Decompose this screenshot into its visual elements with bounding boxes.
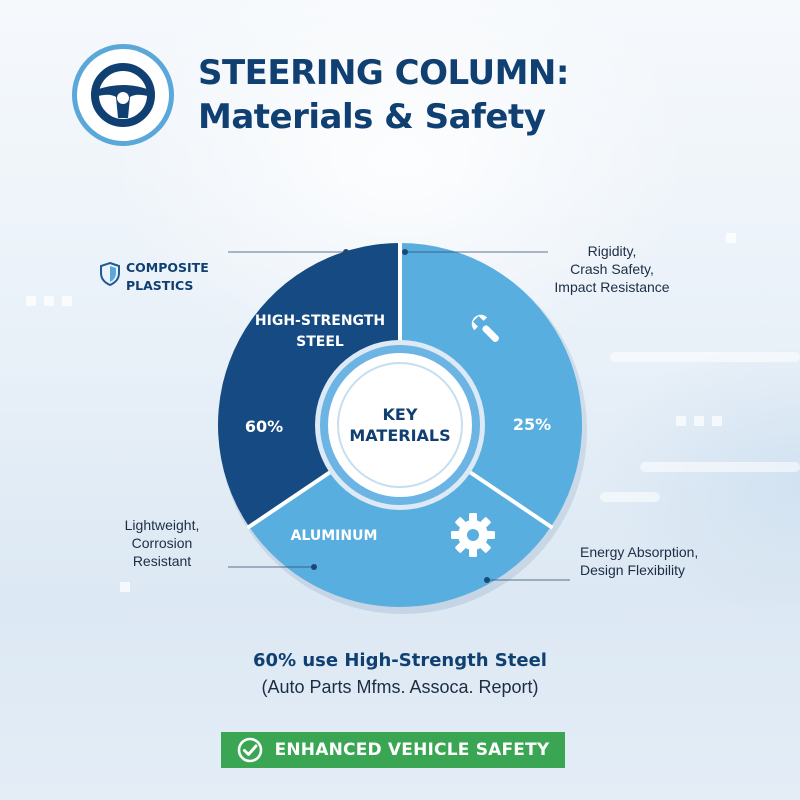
check-circle-icon <box>237 737 263 763</box>
decor-square <box>676 416 686 426</box>
segment-value-steel: 60% <box>245 417 283 436</box>
safety-badge: ENHANCED VEHICLE SAFETY <box>221 732 565 768</box>
leader-steel-props-dot <box>402 249 408 255</box>
decor-square <box>712 416 722 426</box>
decor-square <box>26 296 36 306</box>
donut-segment-steel <box>218 243 400 527</box>
gear-icon <box>451 513 495 557</box>
leader-aluminum-props-dot <box>311 564 317 570</box>
steel-properties-label: Rigidity, Crash Safety, Impact Resistance <box>554 243 669 295</box>
donut-segment-composite <box>400 243 582 527</box>
composite-legend-label: COMPOSITE PLASTICS <box>126 260 209 293</box>
donut-segment-aluminum <box>249 425 551 608</box>
decor-square <box>44 296 54 306</box>
decor-square <box>726 233 736 243</box>
decor-line <box>640 462 800 472</box>
decor-square <box>120 582 130 592</box>
decor-square <box>694 416 704 426</box>
center-disc <box>337 362 463 488</box>
stat-headline: 60% use High-Strength Steel <box>253 650 547 671</box>
segment-value-aluminum: 25% <box>513 415 551 434</box>
composite-properties-label: Energy Absorption, Design Flexibility <box>580 544 698 578</box>
header: STEERING COLUMN: Materials & Safety <box>72 44 569 146</box>
stat-source: (Auto Parts Mfms. Assoca. Report) <box>261 677 539 697</box>
steering-wheel-icon <box>72 44 174 146</box>
leader-energy-props-dot <box>484 577 490 583</box>
badge-label: ENHANCED VEHICLE SAFETY <box>274 740 550 760</box>
page-subtitle: Materials & Safety <box>198 97 546 137</box>
leader-composite-dot <box>343 249 349 255</box>
aluminum-properties-label: Lightweight, Corrosion Resistant <box>125 517 200 569</box>
segment-label-aluminum: ALUMINUM <box>291 528 378 544</box>
center-label: KEY MATERIALS <box>349 405 450 445</box>
title-block: STEERING COLUMN: Materials & Safety <box>198 51 569 139</box>
decor-square <box>62 296 72 306</box>
shield-icon <box>100 261 120 287</box>
wrench-icon <box>471 314 499 342</box>
decor-line <box>610 352 800 362</box>
decor-line <box>600 492 660 502</box>
page-title: STEERING COLUMN: <box>198 53 569 93</box>
segment-label-steel: HIGH-STRENGTH STEEL <box>255 313 385 350</box>
